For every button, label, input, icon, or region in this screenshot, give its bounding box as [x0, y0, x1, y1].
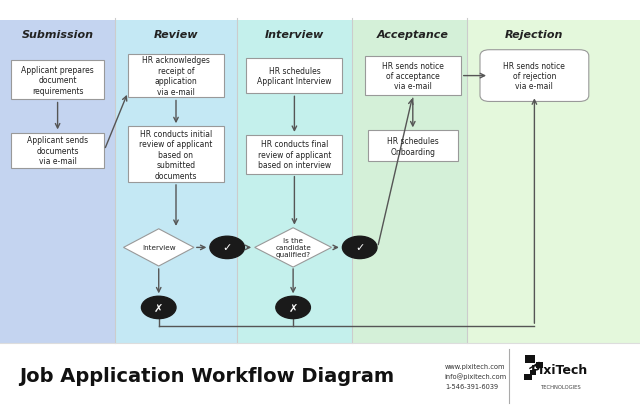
- Text: HR conducts initial
review of applicant
based on
submitted
documents: HR conducts initial review of applicant …: [140, 130, 212, 180]
- Text: Interview: Interview: [142, 245, 175, 251]
- FancyBboxPatch shape: [12, 61, 104, 100]
- Text: Is the
candidate
qualified?: Is the candidate qualified?: [275, 238, 311, 258]
- FancyBboxPatch shape: [246, 135, 342, 174]
- Text: PixiTech: PixiTech: [531, 363, 589, 376]
- FancyBboxPatch shape: [530, 370, 536, 375]
- FancyBboxPatch shape: [246, 59, 342, 94]
- Circle shape: [141, 297, 176, 319]
- Text: ✗: ✗: [154, 303, 163, 313]
- Text: Submission: Submission: [22, 30, 93, 40]
- Text: Rejection: Rejection: [505, 30, 564, 40]
- FancyBboxPatch shape: [536, 362, 543, 368]
- Text: HR acknowledges
receipt of
application
via e-mail: HR acknowledges receipt of application v…: [142, 56, 210, 97]
- Circle shape: [210, 237, 244, 259]
- Text: Acceptance: Acceptance: [377, 30, 449, 40]
- Text: HR conducts final
review of applicant
based on interview: HR conducts final review of applicant ba…: [258, 140, 331, 170]
- Text: HR sends notice
of rejection
via e-mail: HR sends notice of rejection via e-mail: [504, 62, 565, 91]
- FancyBboxPatch shape: [365, 57, 461, 96]
- FancyBboxPatch shape: [467, 21, 640, 343]
- FancyBboxPatch shape: [128, 55, 224, 98]
- Circle shape: [342, 237, 377, 259]
- Circle shape: [276, 297, 310, 319]
- Text: ✓: ✓: [355, 243, 364, 253]
- FancyBboxPatch shape: [12, 133, 104, 169]
- Polygon shape: [255, 228, 332, 268]
- Text: Applicant prepares
document
requirements: Applicant prepares document requirements: [21, 66, 94, 95]
- Text: Job Application Workflow Diagram: Job Application Workflow Diagram: [19, 366, 394, 385]
- Text: Interview: Interview: [265, 30, 324, 40]
- Text: HR schedules
Applicant Interview: HR schedules Applicant Interview: [257, 67, 332, 86]
- FancyBboxPatch shape: [368, 131, 458, 162]
- FancyBboxPatch shape: [524, 374, 532, 380]
- Text: ✓: ✓: [223, 243, 232, 253]
- Text: Review: Review: [154, 30, 198, 40]
- FancyBboxPatch shape: [128, 127, 224, 183]
- FancyBboxPatch shape: [352, 21, 467, 343]
- FancyBboxPatch shape: [115, 21, 237, 343]
- FancyBboxPatch shape: [237, 21, 352, 343]
- Text: TECHNOLOGIES: TECHNOLOGIES: [541, 385, 582, 389]
- FancyBboxPatch shape: [0, 21, 115, 343]
- Text: HR sends notice
of acceptance
via e-mail: HR sends notice of acceptance via e-mail: [382, 62, 444, 91]
- Text: www.pixitech.com
info@pixitech.com
1-546-391-6039: www.pixitech.com info@pixitech.com 1-546…: [445, 363, 507, 389]
- Text: ✗: ✗: [289, 303, 298, 313]
- Polygon shape: [124, 229, 194, 266]
- FancyBboxPatch shape: [525, 355, 535, 363]
- Text: HR schedules
Onboarding: HR schedules Onboarding: [387, 137, 438, 156]
- FancyBboxPatch shape: [480, 51, 589, 102]
- Text: Applicant sends
documents
via e-mail: Applicant sends documents via e-mail: [27, 136, 88, 166]
